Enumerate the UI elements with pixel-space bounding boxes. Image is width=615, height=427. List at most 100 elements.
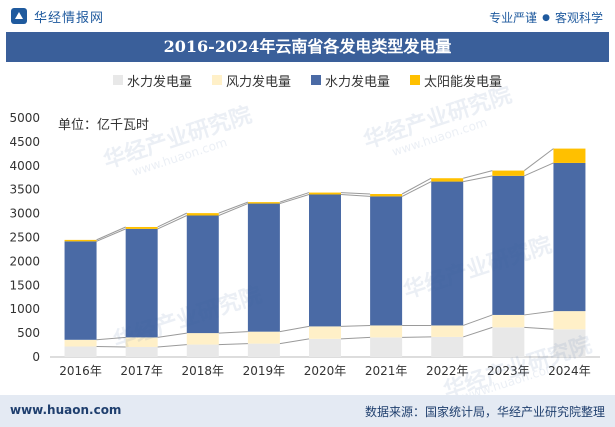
x-tick-label: 2022年 — [426, 364, 469, 378]
series-connector-line — [463, 175, 493, 183]
series-connector-line — [218, 331, 248, 334]
bar-segment — [309, 192, 341, 195]
y-tick-label: 3000 — [9, 207, 40, 221]
bar-segment — [370, 337, 403, 357]
bar-segment — [431, 336, 464, 357]
bar-segment — [553, 329, 586, 357]
series-connector-line — [279, 325, 310, 333]
series-connector-line — [218, 203, 249, 216]
legend-swatch — [112, 75, 123, 85]
y-tick-label: 500 — [17, 326, 40, 340]
x-tick-label: 2024年 — [548, 364, 591, 378]
legend-item: 水力发电量 — [311, 71, 390, 90]
top-bar: 华经情报网 专业严谨 ● 客观科学 — [0, 0, 615, 32]
series-connector-line — [340, 324, 371, 327]
y-tick-label: 0 — [32, 350, 40, 364]
brand: 华经情报网 — [10, 7, 105, 26]
x-tick-label: 2017年 — [120, 364, 163, 378]
y-tick-label: 5000 — [9, 111, 40, 125]
series-connector-line — [463, 170, 493, 179]
bar-segment — [492, 175, 525, 315]
bar-segment — [64, 239, 97, 242]
series-connector-line — [524, 326, 554, 330]
legend-swatch — [211, 75, 222, 85]
bar-segment — [431, 178, 464, 182]
bar-segment — [431, 325, 464, 337]
bar-segment — [492, 314, 525, 328]
tagline: 专业严谨 ● 客观科学 — [489, 9, 603, 26]
y-tick-label: 2500 — [9, 231, 40, 245]
series-connector-line — [96, 336, 126, 341]
bar-segment — [309, 194, 341, 327]
series-connector-line — [401, 177, 432, 195]
y-tick-label: 4000 — [9, 159, 40, 173]
bar-segment — [186, 213, 219, 216]
bar-segment — [492, 327, 525, 357]
brand-logo-icon — [11, 8, 27, 24]
series-connector-line — [218, 201, 249, 214]
series-connector-line — [340, 192, 371, 195]
bar-segment — [64, 241, 97, 340]
series-connector-line — [279, 194, 310, 205]
footer-url: www.huaon.com — [10, 403, 122, 417]
bar-segment — [247, 331, 280, 344]
chart-title-bar: 2016-2024年云南省各发电类型发电量 — [6, 32, 609, 62]
series-connector-line — [340, 193, 371, 197]
x-tick-label: 2019年 — [243, 364, 286, 378]
legend-item: 风力发电量 — [211, 71, 291, 90]
legend-label: 太阳能发电量 — [424, 74, 503, 90]
bar-segment — [309, 326, 341, 339]
legend-swatch — [410, 75, 421, 85]
x-tick-label: 2016年 — [59, 364, 102, 378]
series-connector-line — [157, 344, 187, 348]
tagline-right: 客观科学 — [554, 11, 603, 25]
bar-segment — [553, 148, 586, 163]
bar-segment — [431, 181, 464, 326]
bar-segment — [125, 228, 158, 338]
brand-name: 华经情报网 — [34, 10, 105, 26]
bar-segment — [492, 170, 525, 176]
legend-label: 风力发电量 — [225, 74, 291, 90]
series-connector-line — [524, 162, 554, 177]
legend-item: 水力发电量 — [112, 71, 192, 90]
legend-swatch — [311, 75, 321, 85]
series-connector-line — [524, 148, 554, 171]
series-connector-line — [340, 336, 371, 340]
legend-label: 水力发电量 — [325, 74, 391, 90]
series-connector-line — [96, 228, 126, 242]
y-tick-label: 1000 — [9, 302, 40, 316]
bar-segment — [186, 215, 219, 334]
y-tick-label: 1500 — [9, 278, 40, 292]
bar-segment — [247, 203, 280, 332]
series-connector-line — [463, 314, 493, 326]
bar-segment — [125, 346, 158, 357]
x-tick-label: 2021年 — [365, 364, 408, 378]
bar-segment — [370, 325, 403, 338]
x-tick-label: 2020年 — [304, 364, 347, 378]
series-connector-line — [218, 343, 248, 346]
stacked-bar-chart: 0 500 1000 1500 2000 2500 3000 3500 4000 4500 5000… — [9, 111, 600, 378]
legend-label: 水力发电量 — [126, 74, 192, 90]
chart-legend: 水力发电量 风力发电量 水力发电量 太阳能发电量 — [0, 70, 615, 90]
x-tick-label: 2023年 — [487, 364, 530, 378]
series-connector-line — [524, 310, 554, 316]
legend-item: 太阳能发电量 — [410, 71, 502, 90]
bar-segment — [553, 311, 586, 330]
chart-title: 2016-2024年云南省各发电类型发电量 — [163, 37, 452, 56]
tagline-left: 专业严谨 — [489, 11, 538, 25]
series-connector-line — [463, 326, 493, 338]
x-tick-label: 2018年 — [182, 364, 225, 378]
bar-segment — [125, 337, 158, 347]
series-connector-line — [157, 212, 187, 228]
series-connector-line — [157, 332, 187, 338]
bar-segment — [64, 346, 97, 357]
footer-source: 数据来源：国家统计局，华经产业研究院整理 — [364, 405, 605, 419]
bar-segment — [186, 333, 219, 345]
bar-segment — [553, 162, 586, 312]
bar-segment — [370, 194, 403, 197]
y-tick-label: 3500 — [9, 183, 40, 197]
footer: www.huaon.com 数据来源：国家统计局，华经产业研究院整理 — [0, 395, 615, 427]
series-connector-line — [157, 215, 187, 230]
series-connector-line — [279, 338, 310, 345]
bar-segment — [64, 339, 97, 347]
